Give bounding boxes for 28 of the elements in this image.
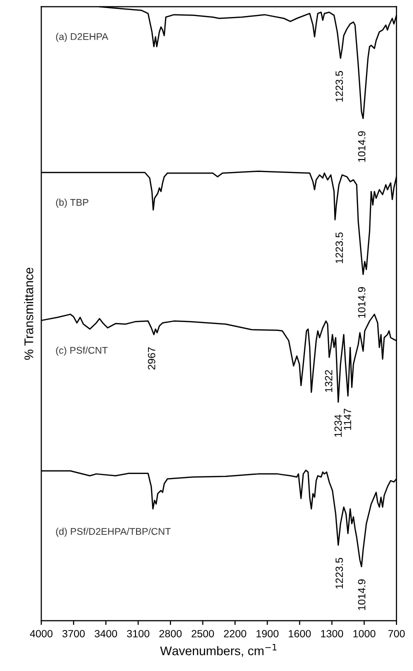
annotation: 1014.9 bbox=[358, 131, 366, 162]
x-tick-label: 2800 bbox=[159, 630, 182, 638]
text: (d) PSf/D2EHPA/TBP/CNT bbox=[56, 528, 171, 537]
x-tick-label: 4000 bbox=[30, 630, 52, 638]
annotation: 1223.5 bbox=[336, 70, 343, 102]
x-tick-label: 1900 bbox=[256, 630, 279, 638]
annotation: 1014.9 bbox=[358, 287, 366, 318]
text: (a) D2EHPA bbox=[56, 32, 108, 42]
x-tick-label: 3100 bbox=[126, 630, 150, 638]
annotation: 1223.5 bbox=[336, 558, 343, 588]
x-tick-label: 700 bbox=[388, 630, 405, 638]
annotation: 1223.5 bbox=[336, 232, 343, 264]
x-tick-label: 1000 bbox=[353, 630, 376, 638]
x-tick-label: 1600 bbox=[288, 630, 311, 638]
x-tick-label: 2200 bbox=[224, 630, 246, 638]
text: (b) TBP bbox=[56, 198, 88, 208]
annotation: 1234 bbox=[334, 414, 342, 437]
x-tick-label: 1300 bbox=[321, 630, 344, 638]
annotation: 1147 bbox=[344, 408, 352, 430]
series-label: (c) PSf/CNT bbox=[56, 346, 108, 356]
y-axis-title: % Transmittance bbox=[24, 268, 34, 360]
x-axis-title: Wavenumbers, cm$^{−1}$ bbox=[160, 644, 276, 657]
x-tick-label: 2500 bbox=[192, 630, 214, 638]
annotation: 2967 bbox=[148, 347, 156, 370]
annotation: 1014.9 bbox=[358, 579, 366, 610]
annotation: 1322 bbox=[324, 370, 332, 392]
x-tick-label: 3700 bbox=[62, 630, 85, 638]
x-tick-label: 3400 bbox=[94, 630, 118, 638]
